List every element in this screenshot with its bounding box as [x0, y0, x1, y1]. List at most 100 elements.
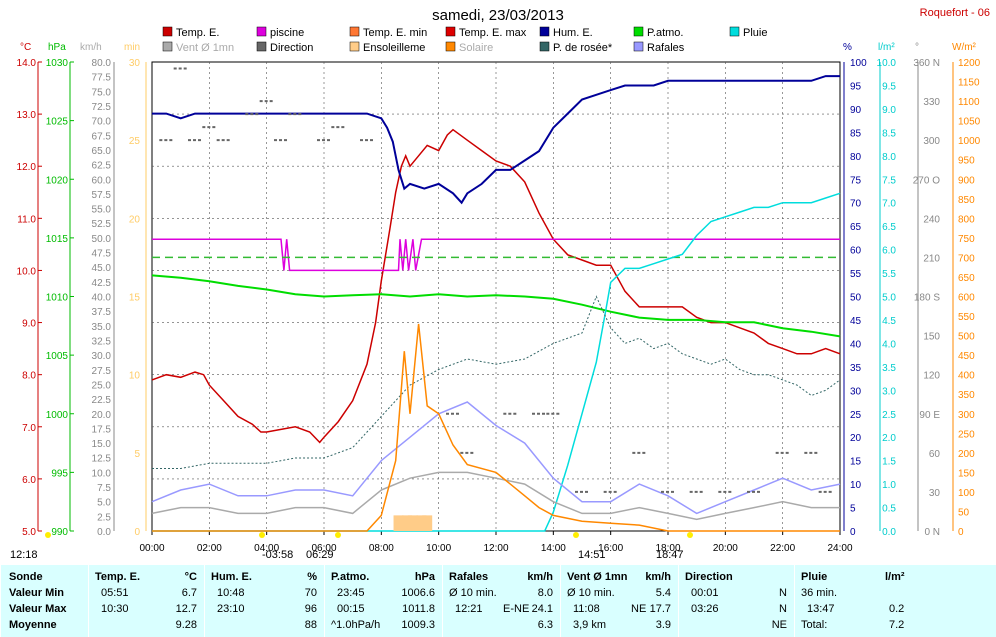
- temp-tick-label: 14.0: [17, 58, 37, 69]
- hum-min: 70: [304, 587, 317, 599]
- patmo-max-time: 00:15: [337, 603, 365, 615]
- wind-tick-label: 55.0: [92, 205, 112, 216]
- dir-tick-label: 270 O: [913, 175, 940, 186]
- x-tick-label: 00:00: [139, 543, 164, 554]
- rain-tick-label: 0.5: [882, 504, 896, 515]
- pluie-total: 7.2: [889, 619, 905, 631]
- direction-col: Direction 00:01 N 03:26 N NE: [678, 565, 795, 637]
- vent-distance: 3,9 km: [573, 619, 607, 631]
- solar-tick-label: 950: [958, 156, 975, 167]
- rain-tick-label: 8.5: [882, 128, 896, 139]
- legend-swatch-8: [256, 41, 267, 52]
- rain-tick-label: 4.5: [882, 316, 896, 327]
- pressure-tick-label: 1010: [46, 293, 69, 304]
- direction-avg: NE: [771, 619, 787, 631]
- hum-tick-label: 50: [850, 293, 862, 304]
- wind-tick-label: 67.5: [92, 131, 112, 142]
- patmo-min-time: 23:45: [337, 587, 365, 599]
- temp-avg: 9.28: [175, 619, 197, 631]
- rain-tick-label: 3.5: [882, 363, 896, 374]
- x-tick-label: 02:00: [197, 543, 222, 554]
- rain-tick-label: 9.0: [882, 105, 896, 116]
- dir-tick-label: 90 E: [919, 410, 940, 421]
- dir-tick-label: 120: [923, 371, 940, 382]
- legend-label-0: Temp. E.: [176, 27, 219, 39]
- wind-tick-label: 0.0: [97, 527, 111, 538]
- hum-tick-label: 60: [850, 246, 862, 257]
- temp-tick-label: 11.0: [17, 214, 36, 225]
- direction-max-time: 03:26: [691, 603, 719, 615]
- rafales-max: 24.1: [531, 603, 553, 615]
- vent-col: Vent Ø 1mn km/h Ø 10 min. 5.4 11:08 NE 1…: [560, 565, 679, 637]
- hum-unit: %: [307, 571, 317, 583]
- series-p-atmo-line: [151, 274, 841, 338]
- rain-tick-label: 9.5: [882, 81, 896, 92]
- vent-unit: km/h: [645, 571, 671, 583]
- summary-table: Sonde Valeur Min Valeur Max Moyenne Temp…: [0, 565, 996, 637]
- vent-max-dir: NE: [631, 603, 647, 615]
- hum-tick-label: 35: [850, 363, 862, 374]
- x-tick-label: 12:00: [483, 543, 508, 554]
- sun-marker-icon-1: [259, 532, 265, 538]
- pressure-tick-label: 1005: [46, 351, 69, 362]
- legend-swatch-4: [539, 26, 550, 37]
- solar-tick-label: 350: [958, 390, 975, 401]
- rafales-max-time: 12:21: [455, 603, 483, 615]
- rain-tick-label: 3.0: [882, 386, 896, 397]
- wind-tick-label: 42.5: [92, 278, 112, 289]
- dir-tick-label: 30: [929, 488, 941, 499]
- hum-header: Hum. E.: [211, 571, 252, 583]
- rain-tick-label: 6.0: [882, 246, 896, 257]
- wind-tick-label: 75.0: [92, 87, 112, 98]
- hum-tick-label: 75: [850, 175, 862, 186]
- chart-title: samedi, 23/03/2013: [432, 7, 564, 24]
- series-piscine-line: [152, 238, 840, 272]
- solar-tick-label: 1000: [958, 136, 981, 147]
- hum-tick-label: 90: [850, 105, 862, 116]
- legend-label-5: P.atmo.: [647, 27, 684, 39]
- series-solaire-line: [152, 323, 840, 532]
- hum-tick-label: 15: [850, 457, 862, 468]
- solar-tick-label: 500: [958, 332, 975, 343]
- x-tick-label: 16:00: [598, 543, 623, 554]
- series-rafales-line: [151, 401, 841, 515]
- legend-label-3: Temp. E. max: [459, 27, 527, 39]
- temp-tick-label: 12.0: [17, 162, 37, 173]
- pluie-max-time: 13:47: [807, 603, 835, 615]
- dir-tick-label: 300: [923, 136, 940, 147]
- solar-tick-label: 50: [958, 507, 970, 518]
- hum-col: Hum. E. % 10:48 70 23:10 96 88: [204, 565, 325, 637]
- row-label-min: Valeur Min: [9, 587, 65, 599]
- rain-tick-label: 10.0: [877, 58, 897, 69]
- wind-tick-label: 77.5: [92, 73, 112, 84]
- vent-avg: 3.9: [655, 619, 671, 631]
- temp-unit: °C: [184, 571, 197, 583]
- solar-tick-label: 700: [958, 253, 975, 264]
- solar-tick-label: 150: [958, 468, 975, 479]
- wind-tick-label: 10.0: [92, 468, 112, 479]
- legend-swatch-10: [445, 41, 456, 52]
- pressure-tick-label: 995: [51, 468, 68, 479]
- pressure-tick-label: 1030: [46, 58, 69, 69]
- pressure-tick-label: 990: [51, 527, 68, 538]
- hum-tick-label: 10: [850, 480, 862, 491]
- min-tick-label: 20: [129, 214, 141, 225]
- series-ensoleilleme-bar: [393, 515, 404, 531]
- solar-tick-label: 400: [958, 371, 975, 382]
- series-hum-e-line: [152, 75, 840, 205]
- temp-tick-label: 10.0: [17, 266, 37, 277]
- legend-label-7: Vent Ø 1mn: [176, 42, 234, 54]
- temp-tick-label: 6.0: [22, 475, 36, 486]
- solar-tick-label: 600: [958, 293, 975, 304]
- patmo-avg: 1009.3: [401, 619, 435, 631]
- hum-tick-label: 70: [850, 199, 862, 210]
- dir-tick-label: 150: [923, 332, 940, 343]
- rain-tick-label: 8.0: [882, 152, 896, 163]
- direction-min-time: 00:01: [691, 587, 719, 599]
- station-name: Roquefort - 06: [920, 7, 990, 19]
- rafales-header: Rafales: [449, 571, 489, 583]
- legend-label-6: Pluie: [743, 27, 767, 39]
- wind-tick-label: 80.0: [92, 58, 112, 69]
- solar-tick-label: 550: [958, 312, 975, 323]
- series-p-de-ros-e-line: [152, 295, 841, 469]
